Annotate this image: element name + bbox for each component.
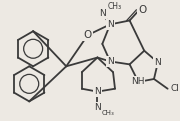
Text: O: O (84, 30, 92, 40)
Text: Cl: Cl (171, 84, 179, 93)
Text: N: N (154, 58, 161, 67)
Text: N: N (107, 57, 114, 66)
Text: N: N (94, 87, 101, 96)
Text: N: N (94, 103, 101, 112)
Text: N: N (107, 20, 114, 29)
Text: O: O (138, 5, 146, 15)
Text: N: N (99, 9, 106, 18)
Text: NH: NH (131, 77, 144, 86)
Text: CH₃: CH₃ (101, 110, 114, 116)
Text: CH₃: CH₃ (107, 2, 121, 11)
